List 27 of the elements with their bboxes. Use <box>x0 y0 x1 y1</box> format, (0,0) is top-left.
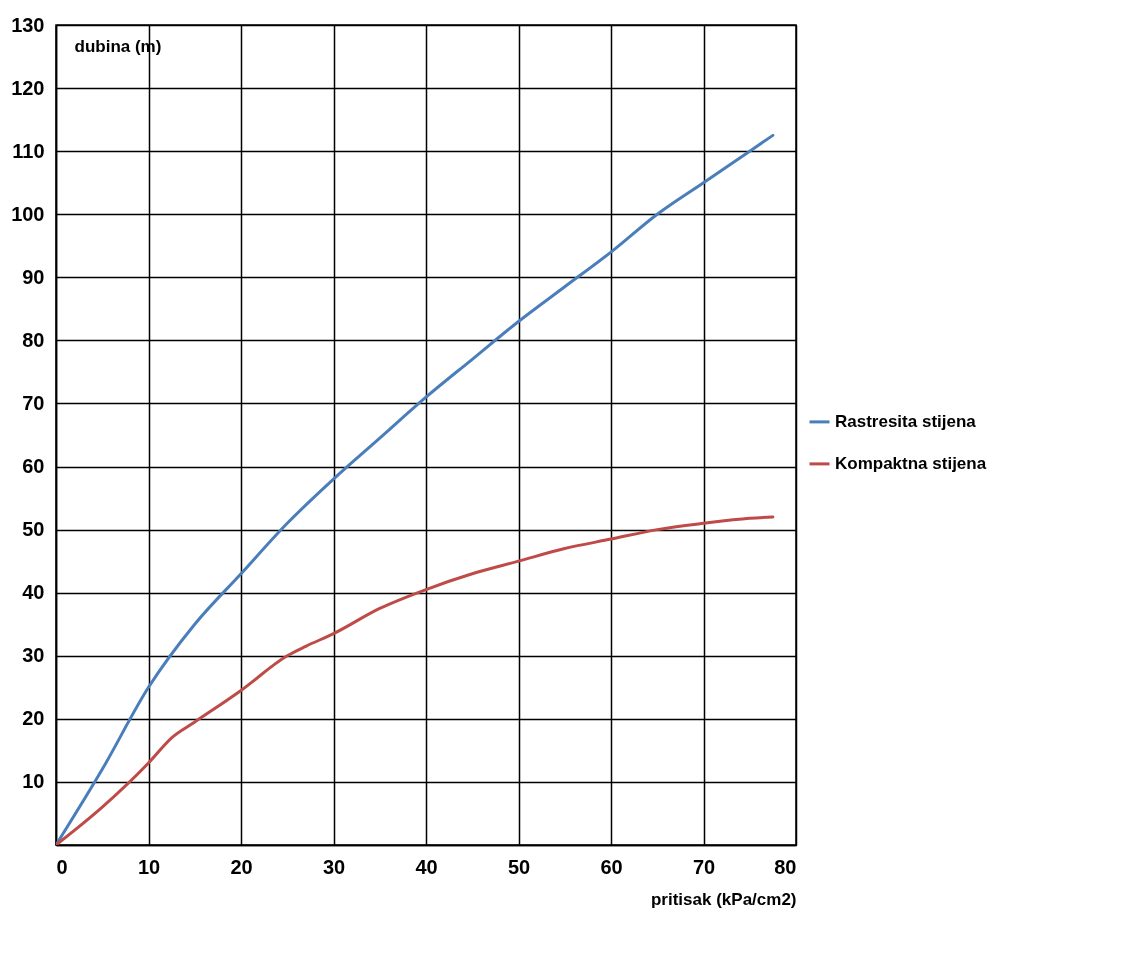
y-tick-label: 110 <box>12 139 45 162</box>
legend-label: Rastresita stijena <box>835 411 977 431</box>
x-tick-label: 50 <box>507 855 531 878</box>
y-tick-label: 50 <box>22 518 45 541</box>
x-tick-label: 40 <box>415 855 438 878</box>
legend-label: Kompaktna stijena <box>835 453 987 473</box>
x-tick-label: 10 <box>137 855 161 878</box>
line-series <box>56 515 775 845</box>
x-tick-label: 70 <box>692 855 716 878</box>
y-tick-label: 90 <box>22 265 45 288</box>
y-tick-label: 100 <box>11 202 45 225</box>
x-tick-label: 30 <box>322 855 346 878</box>
y-tick-label: 40 <box>22 581 45 604</box>
y-tick-label: 60 <box>22 455 45 478</box>
y-tick-label: 130 <box>11 13 45 36</box>
x-tick-label: 60 <box>600 855 623 878</box>
y-tick-label: 70 <box>22 391 45 414</box>
y-tick-label: 120 <box>11 76 45 99</box>
y-tick-label: 80 <box>22 328 45 351</box>
y-tick-label: 20 <box>22 707 45 730</box>
x-axis-title: pritisak (kPa/cm2) <box>650 889 797 909</box>
y-tick-label: 30 <box>22 644 45 667</box>
x-tick-label: 20 <box>230 855 253 878</box>
x-tick-label: 80 <box>774 855 797 878</box>
x-tick-label: 0 <box>56 855 68 878</box>
line-series <box>56 133 775 845</box>
y-tick-label: 10 <box>22 770 45 793</box>
